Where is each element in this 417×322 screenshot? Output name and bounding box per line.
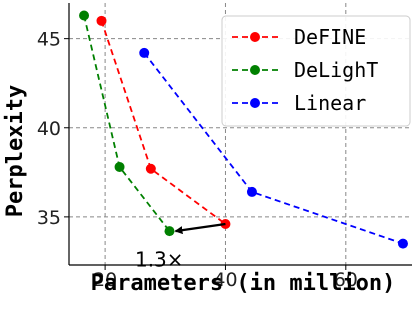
x-tick-label: 60 <box>334 269 358 291</box>
legend-marker-linear <box>250 98 260 108</box>
data-point-linear <box>139 47 150 58</box>
y-tick-label: 45 <box>37 29 61 51</box>
x-axis-title: Parameters (in million) <box>91 271 396 296</box>
data-point-linear <box>246 186 257 197</box>
data-point-define <box>145 163 156 174</box>
legend-box <box>221 15 411 127</box>
legend-marker-delight <box>250 65 260 75</box>
data-point-delight <box>114 161 125 172</box>
data-point-delight <box>164 226 175 237</box>
data-point-linear <box>397 238 408 249</box>
legend: DeFINE DeLighT Linear <box>221 15 411 127</box>
speedup-annotation: 1.3× <box>135 248 184 272</box>
x-tick-label: 40 <box>213 269 237 291</box>
speedup-arrow <box>174 222 226 235</box>
tick-labels: 20 40 60 35 40 45 <box>37 29 358 291</box>
axes <box>64 3 412 270</box>
legend-label-define: DeFINE <box>294 25 366 49</box>
data-point-delight <box>79 10 90 21</box>
legend-label-delight: DeLighT <box>294 58 378 82</box>
legend-label-linear: Linear <box>294 91 366 115</box>
annotations: 1.3× <box>135 222 226 272</box>
legend-marker-define <box>250 32 260 42</box>
y-tick-label: 40 <box>37 118 61 140</box>
y-axis-title: Perplexity <box>3 85 28 217</box>
x-tick-label: 20 <box>93 269 117 291</box>
data-point-define <box>96 15 107 26</box>
y-tick-label: 35 <box>37 207 61 229</box>
